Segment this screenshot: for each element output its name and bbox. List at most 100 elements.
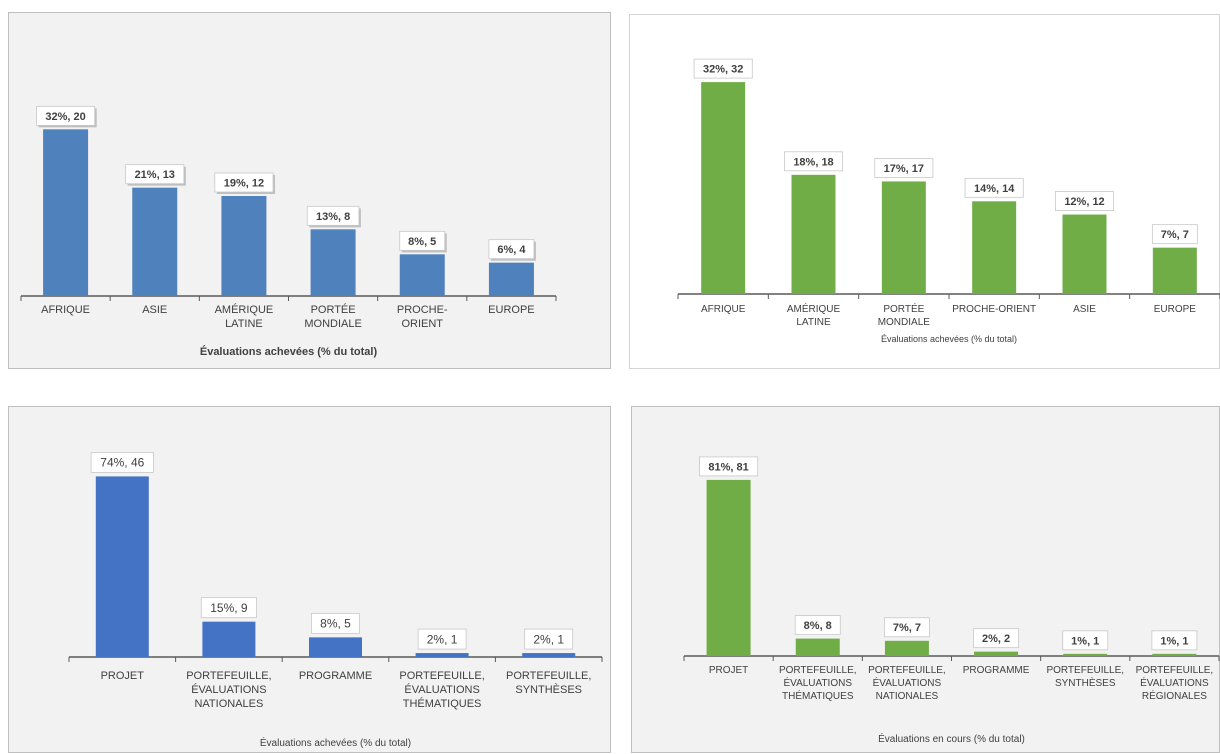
bar: [43, 129, 89, 296]
bar: [791, 174, 836, 294]
data-label: 12%, 12: [1054, 191, 1114, 211]
svg-text:17%, 17: 17%, 17: [884, 163, 924, 175]
svg-text:15%, 9: 15%, 9: [210, 601, 248, 615]
data-label: 7%, 7: [1151, 224, 1198, 245]
category-label: EUROPE: [1154, 304, 1197, 315]
data-label: 21%, 13: [125, 164, 186, 186]
category-label: AMÉRIQUE LATINE: [215, 303, 274, 330]
category-label: PORTEFEUILLE, ÉVALUATIONS THÉMATIQUES: [779, 665, 857, 702]
svg-text:74%, 46: 74%, 46: [100, 456, 144, 470]
category-label: PORTEFEUILLE, ÉVALUATIONS RÉGIONALES: [1136, 665, 1214, 702]
bar: [309, 637, 362, 657]
data-label: 8%, 5: [399, 230, 447, 253]
data-label: 2%, 1: [417, 628, 467, 650]
data-label: 17%, 17: [874, 158, 934, 178]
svg-text:81%, 81: 81%, 81: [708, 461, 748, 473]
svg-text:8%, 8: 8%, 8: [804, 620, 832, 632]
chart-svg: 81%, 81 PROJET 8%, 8 PORTEFEUILLE, ÉVALUATIO…: [683, 456, 1220, 745]
svg-text:32%, 20: 32%, 20: [45, 111, 85, 123]
bar: [974, 651, 1019, 656]
data-label: 15%, 9: [200, 597, 257, 619]
data-label: 32%, 20: [36, 105, 97, 128]
category-label: EUROPE: [488, 304, 534, 316]
category-label: PROCHE-ORIENT: [952, 304, 1036, 315]
category-label: PROJET: [101, 670, 145, 682]
category-label: ASIE: [1073, 304, 1096, 315]
svg-text:2%, 2: 2%, 2: [982, 633, 1010, 645]
bar: [1063, 653, 1108, 656]
svg-text:18%, 18: 18%, 18: [793, 156, 833, 168]
bar: [488, 262, 534, 296]
x-axis-title: Évaluations achevées (% du total): [881, 334, 1017, 344]
data-label: 1%, 1: [1151, 630, 1198, 651]
svg-text:7%, 7: 7%, 7: [893, 622, 921, 634]
bar: [884, 640, 929, 656]
category-label: PORTEFEUILLE, SYNTHÈSES: [506, 670, 591, 696]
chart-svg: 32%, 20 AFRIQUE 21%, 13 ASIE 19%, 12 AMÉRIQUE…: [20, 105, 557, 358]
x-axis-title: Évaluations achevées (% du total): [260, 736, 411, 749]
svg-text:12%, 12: 12%, 12: [1064, 196, 1104, 208]
chart-svg: 32%, 32 AFRIQUE 18%, 18 AMÉRIQUE LATINE 17%, …: [677, 58, 1220, 344]
bar: [132, 187, 178, 296]
svg-text:6%, 4: 6%, 4: [497, 244, 526, 256]
data-label: 2%, 1: [524, 628, 574, 650]
svg-text:7%, 7: 7%, 7: [1161, 229, 1189, 241]
category-label: PORTÉE MONDIALE: [878, 302, 931, 328]
category-label: AFRIQUE: [701, 304, 746, 315]
data-label: 7%, 7: [884, 617, 930, 638]
bar: [522, 653, 576, 657]
category-label: PORTÉE MONDIALE: [304, 303, 361, 330]
bar: [221, 196, 267, 296]
category-label: PORTEFEUILLE, ÉVALUATIONS NATIONALES: [186, 670, 271, 710]
chart-panel-ongoing-by-type: 81%, 81 PROJET 8%, 8 PORTEFEUILLE, ÉVALUATIO…: [631, 406, 1220, 753]
data-label: 74%, 46: [90, 452, 154, 473]
category-label: PORTEFEUILLE, ÉVALUATIONS THÉMATIQUES: [399, 670, 484, 710]
bar: [415, 653, 469, 657]
data-label: 6%, 4: [488, 239, 536, 261]
svg-text:19%, 12: 19%, 12: [224, 177, 264, 189]
svg-text:1%, 1: 1%, 1: [1071, 635, 1099, 647]
category-label: PROGRAMME: [963, 665, 1030, 676]
svg-text:21%, 13: 21%, 13: [135, 169, 175, 181]
svg-text:8%, 5: 8%, 5: [320, 617, 351, 631]
data-label: 14%, 14: [964, 177, 1024, 198]
data-label: 8%, 8: [794, 615, 841, 636]
chart-panel-ongoing-by-region: 32%, 32 AFRIQUE 18%, 18 AMÉRIQUE LATINE 17%, …: [629, 14, 1220, 369]
bar: [202, 621, 256, 657]
data-label: 81%, 81: [699, 456, 759, 477]
bar: [310, 229, 356, 296]
category-label: PROCHE-ORIENT: [397, 304, 448, 330]
bar: [972, 201, 1017, 294]
category-label: ASIE: [142, 304, 167, 316]
category-label: PROGRAMME: [299, 670, 372, 682]
data-label: 1%, 1: [1062, 630, 1109, 651]
svg-text:2%, 1: 2%, 1: [427, 632, 458, 646]
svg-text:32%, 32: 32%, 32: [703, 64, 743, 76]
x-axis-title: Évaluations en cours (% du total): [878, 732, 1025, 745]
chart-panel-completed-by-region: 32%, 20 AFRIQUE 21%, 13 ASIE 19%, 12 AMÉRIQUE…: [8, 12, 611, 369]
bar: [881, 181, 926, 294]
data-label: 13%, 8: [306, 205, 361, 228]
category-label: PORTEFEUILLE, SYNTHÈSES: [1046, 665, 1124, 689]
data-label: 8%, 5: [311, 612, 360, 634]
bar: [795, 638, 840, 656]
bar: [1062, 214, 1107, 294]
svg-text:14%, 14: 14%, 14: [974, 183, 1015, 195]
bar: [1152, 653, 1197, 656]
bar: [399, 254, 445, 296]
data-label: 2%, 2: [973, 628, 1019, 649]
category-label: PROJET: [709, 665, 748, 676]
data-label: 32%, 32: [693, 58, 753, 79]
chart-svg: 74%, 46 PROJET 15%, 9 PORTEFEUILLE, ÉVALUATI…: [68, 452, 603, 749]
svg-text:13%, 8: 13%, 8: [316, 211, 350, 223]
svg-text:1%, 1: 1%, 1: [1160, 635, 1188, 647]
category-label: AFRIQUE: [41, 304, 90, 316]
category-label: PORTEFEUILLE, ÉVALUATIONS NATIONALES: [868, 665, 946, 702]
chart-panel-completed-by-type: 74%, 46 PROJET 15%, 9 PORTEFEUILLE, ÉVALUATI…: [8, 406, 611, 753]
category-label: AMÉRIQUE LATINE: [787, 302, 841, 328]
svg-text:8%, 5: 8%, 5: [408, 236, 436, 248]
bar: [95, 476, 149, 657]
x-axis-title: Évaluations achevées (% du total): [200, 345, 378, 358]
data-label: 18%, 18: [783, 151, 843, 172]
bar: [1152, 247, 1197, 294]
